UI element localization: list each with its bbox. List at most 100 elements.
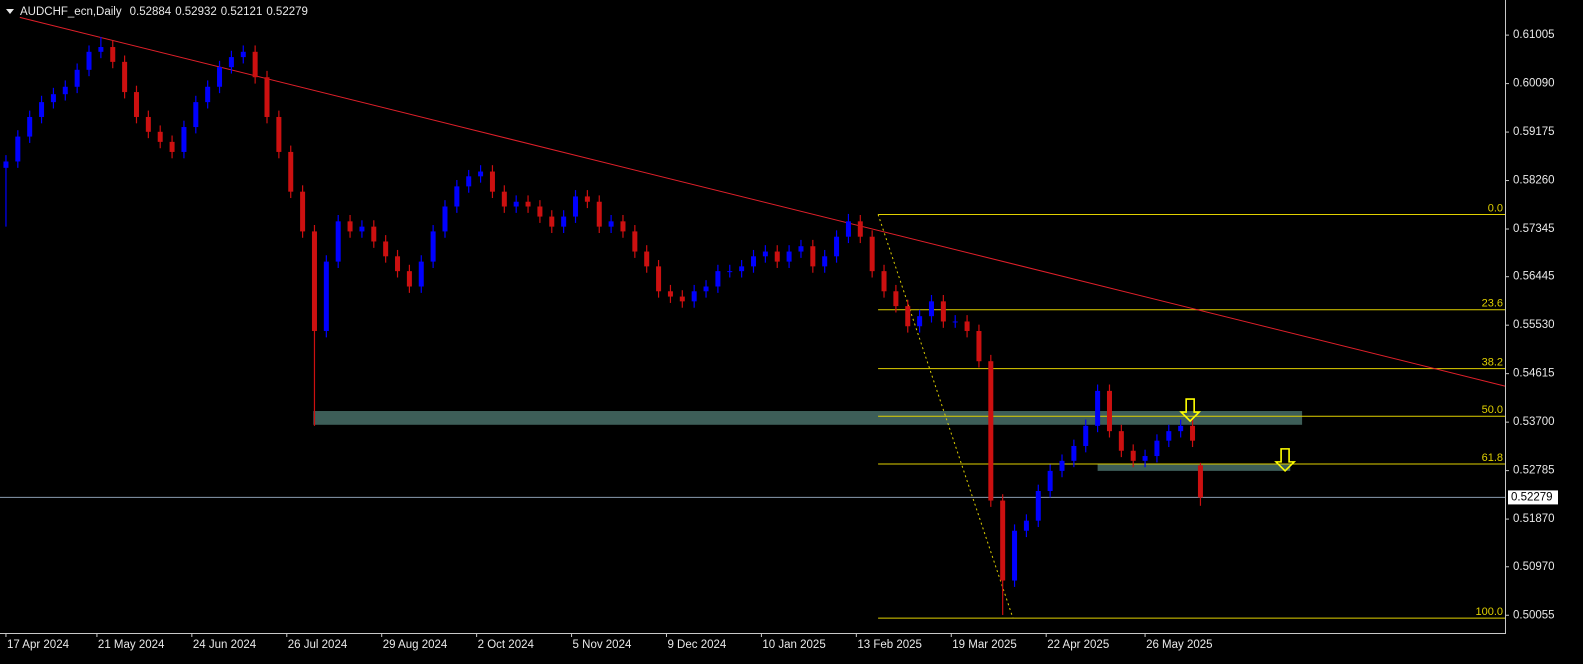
x-tick-label: 9 Dec 2024 [667,639,726,651]
candle-body [501,191,507,207]
candle-body [1178,425,1184,432]
candle-body [988,361,994,501]
fib-label: 100.0 [1475,606,1503,618]
candle-body [39,102,45,117]
candle-body [418,261,424,287]
candle-body [561,216,567,227]
y-tick-label: 0.50970 [1513,561,1555,573]
price-label-box [1508,490,1558,505]
candle-body [406,271,412,287]
candle-body [513,201,519,207]
candle-body [1059,460,1065,471]
candle-body [917,316,923,327]
candle-body [1000,500,1006,581]
candle-body [205,86,211,103]
candle-body [383,241,389,257]
candle-body [454,186,460,207]
candle-body [1023,520,1029,531]
zone [313,411,1303,425]
candle-body [1142,456,1148,461]
price-label: 0.52279 [1511,491,1553,503]
fib-label: 50.0 [1482,404,1503,416]
low-value: 0.52121 [221,6,263,18]
candle-body [928,301,934,317]
candle-body [1071,445,1077,461]
candle-body [347,221,353,232]
candle-body [857,221,863,237]
y-tick-label: 0.51870 [1513,513,1555,525]
candle-body [762,251,768,257]
candle-body [1106,390,1112,432]
candle-body [596,201,602,227]
y-tick-label: 0.54615 [1513,368,1555,380]
candle-body [240,51,246,58]
candle-body [228,57,234,68]
candle-body [525,201,531,207]
y-tick-label: 0.57345 [1513,223,1555,235]
candle-body [311,231,317,332]
header: AUDCHF_ecn,Daily 0.52884 0.52932 0.52121 0.5… [20,6,308,18]
candle-body [656,266,662,292]
candle-body [110,47,116,62]
close-value: 0.52279 [266,6,308,18]
candle-body [335,221,341,262]
candle-body [122,61,128,93]
candle-body [739,266,745,272]
candle-body [715,271,721,287]
candle-body [50,94,56,103]
open-value: 0.52884 [130,6,172,18]
candle-body [881,271,887,292]
candle-body [537,206,543,217]
candle-body [774,251,780,262]
x-tick-label: 26 May 2025 [1146,639,1213,651]
candle-body [478,171,484,177]
candle-body [727,271,733,273]
candle-body [905,306,911,327]
candle-body [86,51,92,70]
y-tick-label: 0.50055 [1513,609,1555,621]
candle-body [395,256,401,272]
candle-body [834,236,840,257]
x-tick-label: 5 Nov 2024 [573,639,632,651]
candle-body [679,296,685,302]
candle-body [667,291,673,297]
arrow [1274,448,1297,473]
candle-body [964,321,970,332]
candle-body [430,231,436,262]
candle-body [1166,431,1172,441]
candle-body [1035,491,1041,521]
candle-body [976,331,982,362]
y-tick-label: 0.53700 [1513,416,1555,428]
x-tick-label: 10 Jan 2025 [762,639,825,651]
candle-body [549,216,555,227]
menu-triangle [6,9,14,14]
candle-body [489,171,495,192]
candle-body [810,246,816,267]
y-tick-label: 0.52785 [1513,465,1555,477]
high-value: 0.52932 [175,6,217,18]
x-tick-label: 2 Oct 2024 [478,639,535,651]
y-tick-label: 0.56445 [1513,271,1555,283]
zone [1097,463,1291,471]
candle-body [276,116,282,152]
candle-body [15,136,21,162]
candle-body [27,116,33,137]
fib-label: 61.8 [1482,452,1503,464]
candle-body [74,69,80,87]
y-tick-label: 0.55530 [1513,319,1555,331]
candle-body [893,291,899,307]
candle-body [845,221,851,237]
x-tick-label: 29 Aug 2024 [383,639,448,651]
candle-body [145,116,151,132]
y-tick-label: 0.59175 [1513,126,1555,138]
candle-body [703,286,709,292]
candle-body [133,92,139,117]
candle-body [1130,450,1136,461]
candle-body [169,141,175,152]
candle-body [466,176,472,187]
candle-body [98,47,104,52]
fib-label: 23.6 [1482,298,1503,310]
candle-body [786,251,792,262]
candle-body [691,291,697,302]
